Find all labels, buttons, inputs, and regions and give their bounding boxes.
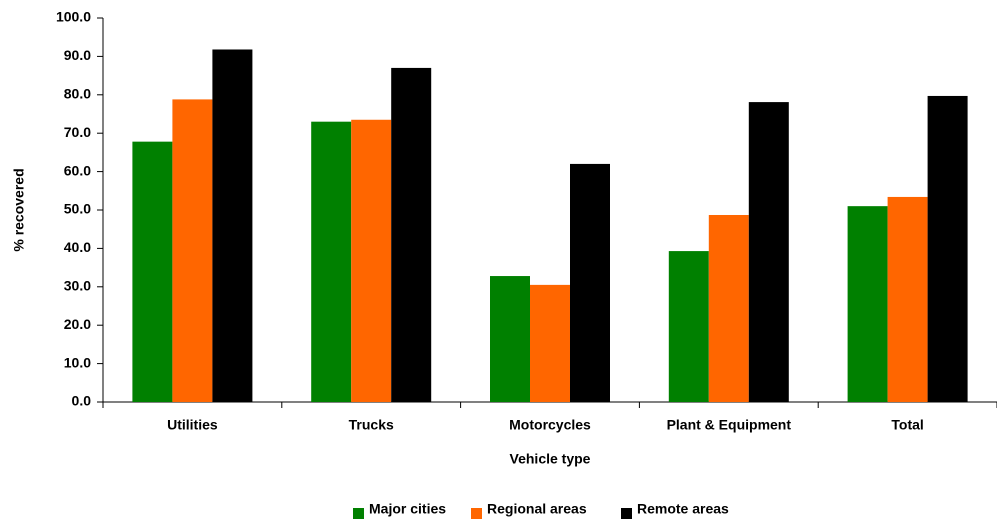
- bar: [132, 141, 173, 402]
- legend-swatch: [353, 508, 364, 519]
- bar: [927, 95, 968, 403]
- x-tick-label: Motorcycles: [509, 417, 591, 433]
- legend-label: Regional areas: [487, 501, 587, 517]
- bar: [172, 99, 213, 403]
- y-tick-label: 60.0: [64, 162, 91, 178]
- y-tick-label: 100.0: [56, 9, 91, 25]
- y-tick-label: 10.0: [64, 354, 91, 370]
- bar: [490, 276, 530, 402]
- bar: [708, 214, 749, 402]
- x-tick-label: Utilities: [167, 417, 218, 433]
- legend-swatch: [621, 508, 632, 519]
- bar: [570, 163, 610, 402]
- bar: [212, 49, 253, 402]
- y-tick-label: 0.0: [72, 393, 92, 409]
- y-axis-label: % recovered: [11, 168, 27, 251]
- y-tick-label: 80.0: [64, 86, 91, 102]
- x-tick-label: Trucks: [349, 417, 394, 433]
- legend-swatch: [471, 508, 482, 519]
- bar: [311, 121, 352, 403]
- x-axis-label: Vehicle type: [510, 451, 591, 467]
- legend-label: Remote areas: [637, 501, 729, 517]
- y-tick-label: 90.0: [64, 47, 91, 63]
- bar: [351, 119, 392, 402]
- x-tick-label: Plant & Equipment: [667, 417, 792, 433]
- y-tick-label: 50.0: [64, 201, 91, 217]
- y-tick-label: 30.0: [64, 278, 91, 294]
- bar: [391, 67, 432, 403]
- legend-label: Major cities: [369, 501, 446, 517]
- bar: [847, 206, 888, 402]
- bar: [887, 196, 928, 402]
- y-tick-label: 40.0: [64, 239, 91, 255]
- y-tick-label: 20.0: [64, 316, 91, 332]
- x-tick-label: Total: [891, 417, 923, 433]
- y-tick-label: 70.0: [64, 124, 91, 140]
- bar: [668, 251, 709, 402]
- bar: [530, 284, 570, 402]
- bar: [748, 102, 789, 402]
